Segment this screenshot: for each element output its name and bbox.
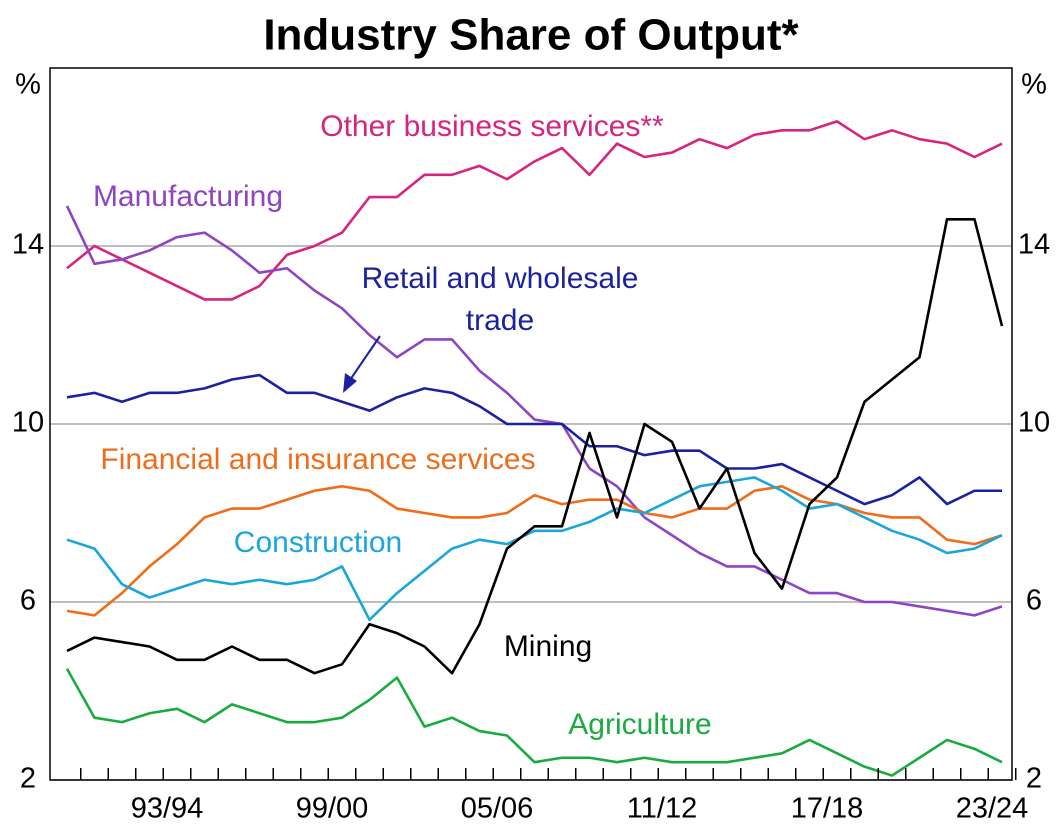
y-tick-label: 14 [12,229,44,261]
y2-tick-label: 6 [1026,585,1042,617]
arrow-shaft [349,335,381,381]
series-label: Financial and insurance services [100,443,535,476]
series-label-text: Retail and wholesale trade [361,262,639,337]
y2-unit: % [1021,69,1047,101]
x-tick-label: 17/18 [791,793,864,825]
series-label: Agriculture [568,708,711,741]
series-label: Manufacturing [93,180,283,213]
x-tick-label: 93/94 [131,793,204,825]
lines [65,120,1004,777]
y-tick-label: 6 [20,585,36,617]
y2-tick-label: 2 [1026,763,1042,795]
series-line [66,218,1004,675]
y2-tick-label: 14 [1018,229,1050,261]
y2-tick-label: 10 [1018,407,1050,439]
y-tick-label: 10 [12,407,44,439]
series-line [66,485,1003,617]
x-axis: 93/94 99/00 05/06 11/12 17/18 23/24 [80,768,1029,825]
series-label: Retail and wholesale trade [361,262,639,337]
series-line [65,668,1003,777]
x-tick-label: 99/00 [296,793,369,825]
series-label: Mining [504,630,592,663]
series-label: Construction [234,526,402,559]
series-line [65,205,1003,617]
labels: Other business services** Manufacturing Re… [93,110,712,741]
arrow-head [343,373,357,393]
y-tick-label: 2 [20,763,36,795]
plot-frame [49,67,1013,781]
chart-title: Industry Share of Output* [263,11,799,60]
series-line [66,476,1003,622]
y-unit: % [15,69,41,101]
series-line [66,373,1002,506]
series-line [66,120,1003,301]
x-tick-label: 05/06 [461,793,534,825]
x-tick-label: 23/24 [956,793,1029,825]
x-tick-label: 11/12 [627,793,697,825]
series-label: Other business services** [320,110,664,143]
